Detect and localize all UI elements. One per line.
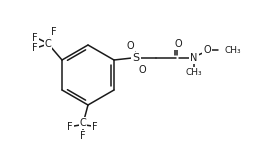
Text: F: F bbox=[67, 122, 73, 132]
Text: O: O bbox=[203, 45, 211, 55]
Text: F: F bbox=[32, 33, 38, 43]
Text: N: N bbox=[190, 53, 198, 63]
Text: S: S bbox=[132, 53, 140, 63]
Text: F: F bbox=[32, 43, 38, 53]
Text: F: F bbox=[51, 27, 57, 37]
Text: O: O bbox=[126, 41, 134, 51]
Text: CH₃: CH₃ bbox=[225, 45, 242, 55]
Text: CH₃: CH₃ bbox=[186, 68, 202, 76]
Text: C: C bbox=[45, 39, 51, 49]
Text: F: F bbox=[92, 122, 98, 132]
Text: C: C bbox=[80, 118, 86, 128]
Text: F: F bbox=[80, 131, 86, 141]
Text: O: O bbox=[138, 65, 146, 75]
Text: O: O bbox=[174, 39, 182, 49]
